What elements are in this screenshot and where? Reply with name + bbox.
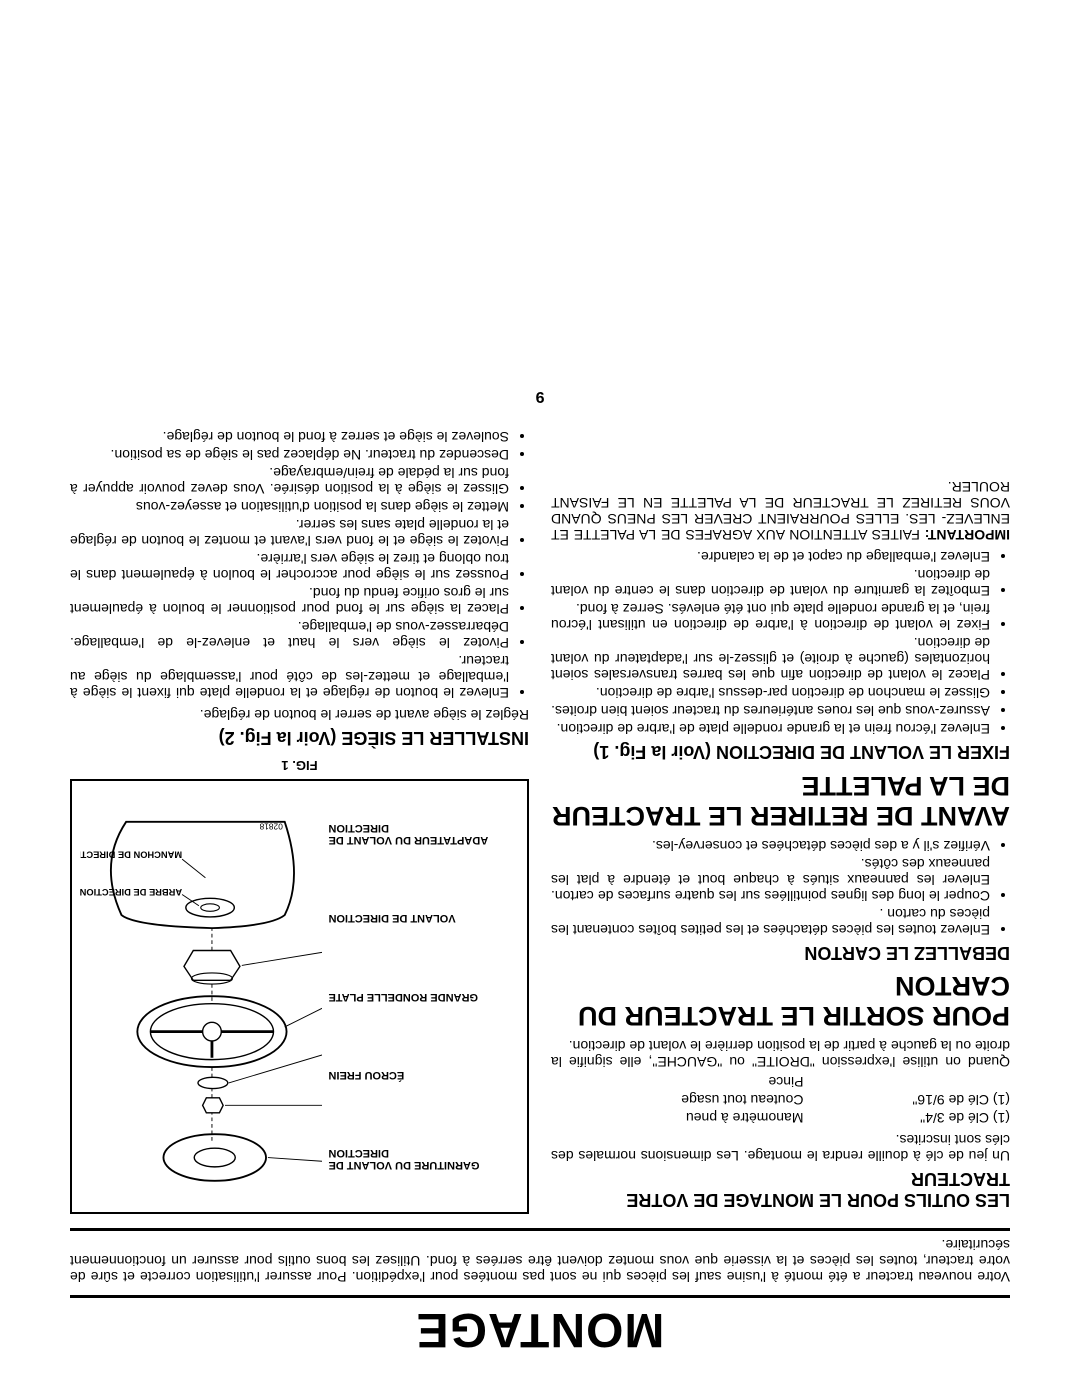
tool-key: (1) Clé de 9/16" — [803, 1092, 1010, 1108]
list-item: Pivotez le siège et le fond vers l'avant… — [70, 517, 509, 549]
divider — [70, 1295, 1010, 1298]
deballez-heading: DEBALLEZ LE CARTON — [551, 942, 1010, 963]
figure-svg: ARBRE DE DIRECTION MANCHON DE DIRECTION … — [80, 789, 322, 1204]
fig-label-arbre: ARBRE DE DIRECTION — [80, 887, 183, 897]
fig-label-adaptateur: ADAPTATEUR DU VOLANT DE DIRECTION — [328, 822, 519, 846]
list-item: Pivotez le siège vers le haut et enlevez… — [70, 619, 509, 651]
list-item: Glissez le manchon de direction par-dess… — [551, 685, 990, 701]
figure-caption: FIG. 1 — [70, 758, 529, 773]
tool-value: Manomètre à pneu — [551, 1110, 803, 1126]
list-item: Enlevez toutes les pièces détachées et l… — [551, 906, 990, 938]
list-item: Enlevez le bouton de réglage et la ronde… — [70, 653, 509, 701]
tool-value: Couteau tout usage — [551, 1092, 803, 1108]
important-note: IMPORTANT: FAITES ATTENTION AUX AGRAFES … — [551, 479, 1010, 543]
list-item: Fixez le volant de direction à l'arbre d… — [551, 601, 990, 633]
list-item: Descendez du tracteur. Ne déplacez pas l… — [70, 447, 509, 463]
list-item: Assurez-vous que les roues antérieures d… — [551, 703, 990, 719]
list-item: Glissez le siège à la position désirée. … — [70, 465, 509, 497]
tool-row: (1) Clé de 9/16" Couteau tout usage — [551, 1092, 1010, 1108]
fig-label-garniture: GARNITURE DU VOLANT DE DIRECTION — [328, 1147, 519, 1171]
tool-key: (1) Clé de 3/4" — [803, 1110, 1010, 1126]
deballez-list: Enlevez toutes les pièces détachées et l… — [551, 838, 1010, 938]
list-item: Enlevez l'écrou frein et la grande ronde… — [551, 721, 990, 737]
list-item: Poussez sur le siège pour accrocher le b… — [70, 551, 509, 583]
intro-text: Votre nouveau tracteur a été monté à l'u… — [70, 1237, 1010, 1285]
list-item: Vérifiez s'il y a des pièces détachées e… — [551, 838, 990, 854]
siege-heading: INSTALLER LE SIÈGE (Voir la Fig. 2) — [70, 727, 529, 748]
list-item: Emboîtez la garniture du volant de direc… — [551, 567, 990, 599]
siege-list: Enlevez le bouton de réglage et la ronde… — [70, 429, 529, 701]
droite-gauche-text: Quand on utilise l'expression "DROITE" o… — [551, 1038, 1010, 1070]
page-number: 9 — [70, 387, 1010, 405]
list-item: Placez le volant de direction afin que l… — [551, 635, 990, 683]
tool-value: Pince — [551, 1074, 803, 1090]
fig-label-rondelle: GRANDE RONDELLE PLATE — [328, 990, 519, 1002]
important-label: IMPORTANT: — [925, 527, 1010, 543]
fig-corner-code: 02818 — [260, 822, 284, 832]
left-column: LES OUTILS POUR LE MONTAGE DE VOTRE TRAC… — [551, 423, 1010, 1218]
tool-row: (1) Clé de 3/4" Manomètre à pneu — [551, 1110, 1010, 1126]
tools-intro: Un jeu de clé à douille rendra le montag… — [551, 1132, 1010, 1164]
divider — [70, 1228, 1010, 1231]
list-item: Placez la siège sur le fond pour positio… — [70, 585, 509, 617]
figure-1: GARNITURE DU VOLANT DE DIRECTION ÉCROU F… — [70, 779, 529, 1214]
list-item: Couper le long des lignes pointillées su… — [551, 856, 990, 904]
fixer-heading: FIXER LE VOLANT DE DIRECTION (Voir la Fi… — [551, 741, 1010, 762]
list-item: Soulevez le siège et serrez à fond le bo… — [70, 429, 509, 445]
siege-intro: Réglez le siège avant de serrer le bouto… — [70, 707, 529, 723]
list-item: Enlevez l'emballage du capot et de la ca… — [551, 549, 990, 565]
fixer-list: Enlevez l'écrou frein et la grande ronde… — [551, 549, 1010, 737]
carton-heading: POUR SORTIR LE TRACTEUR DU CARTON — [551, 971, 1010, 1030]
retirer-heading: AVANT DE RETIRER LE TRACTEUR DE LA PALET… — [551, 770, 1010, 829]
right-column: GARNITURE DU VOLANT DE DIRECTION ÉCROU F… — [70, 423, 529, 1218]
tool-key — [803, 1074, 1010, 1090]
fig-label-ecrou: ÉCROU FREIN — [328, 1069, 519, 1081]
fig-label-volant: VOLANT DE DIRECTION — [328, 912, 519, 924]
tool-row: Pince — [551, 1074, 1010, 1090]
list-item: Mettez le siège dans la position d'utili… — [70, 499, 509, 515]
fig-label-manchon: MANCHON DE DIRECTION — [80, 850, 183, 860]
page-title: MONTAGE — [70, 1302, 1010, 1357]
tools-heading: LES OUTILS POUR LE MONTAGE DE VOTRE TRAC… — [551, 1168, 1010, 1210]
figure-labels: GARNITURE DU VOLANT DE DIRECTION ÉCROU F… — [322, 789, 519, 1204]
